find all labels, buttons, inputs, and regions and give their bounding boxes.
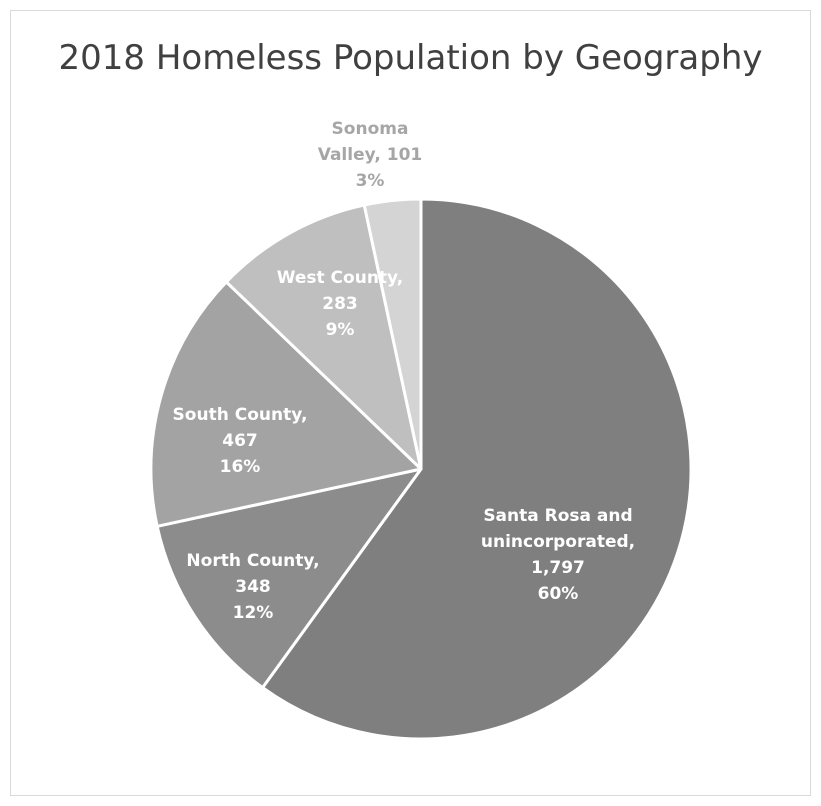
pie-slice-north-county [155,467,423,690]
chart-title: 2018 Homeless Population by Geography [58,38,763,78]
data-label-south-county: South County, 467 16% [173,405,308,477]
pie-slice-west-county [224,203,423,471]
pie-slice-south-county [149,280,423,528]
data-label-north-county: North County, 348 12% [186,551,319,623]
data-label-west-county: West County, 283 9% [277,268,404,340]
data-label-sonoma-valley: Sonoma Valley, 101 3% [318,119,423,191]
pie-slice-sonoma-valley [362,197,423,471]
pie-slice-santa-rosa-and-unincorporated [261,197,693,741]
data-label-santa-rosa-and-unincorporated: Santa Rosa and unincorporated, 1,797 60% [481,506,635,604]
